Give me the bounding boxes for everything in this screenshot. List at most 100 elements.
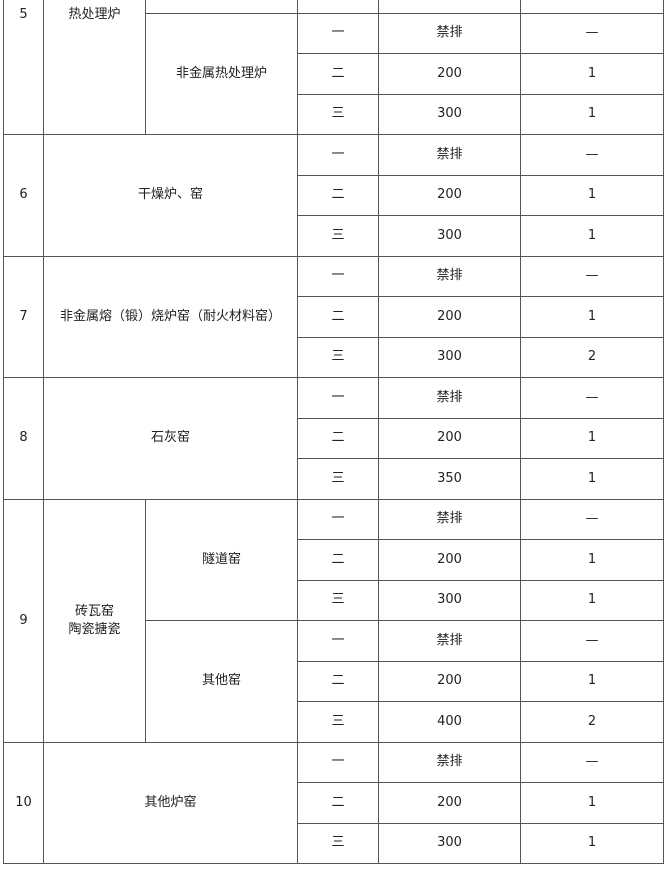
category-cell: 其他炉窑: [43, 741, 298, 864]
limit-cell: 禁排: [378, 377, 521, 419]
sub-category-cell: [145, 0, 298, 14]
table-row: 非金属热处理炉 一 禁排 —: [4, 12, 664, 135]
grade-cell: 三: [297, 701, 379, 743]
grade-cell: 二: [297, 539, 379, 581]
emission-standards-table-wrapper: 5 热处理炉 非金属热处理炉 一 禁排 — 二 200 1 三 300 1 6 …: [3, 0, 664, 864]
limit-cell: 禁排: [378, 620, 521, 662]
grade-cell: 一: [297, 620, 379, 662]
table-row: 二 200 1: [4, 296, 664, 338]
limit-cell: 禁排: [378, 134, 521, 176]
limit-cell: 禁排: [378, 498, 521, 540]
blackness-cell: 1: [520, 782, 664, 824]
grade-cell: 一: [297, 255, 379, 297]
table-row: 10 其他炉窑 一 禁排 —: [3, 741, 664, 864]
blackness-cell: 1: [520, 296, 664, 338]
limit-cell: 350: [378, 458, 521, 500]
table-row: 5 热处理炉: [3, 0, 664, 135]
table-row: 二 200 1: [4, 782, 664, 824]
blackness-cell: 1: [520, 539, 664, 581]
blackness-cell: 1: [520, 93, 664, 135]
blackness-cell: 1: [520, 215, 664, 257]
item-number: 5: [3, 0, 44, 135]
category-cell: 石灰窑: [43, 377, 298, 500]
grade-cell: 一: [297, 134, 379, 176]
blackness-cell: 1: [520, 660, 664, 702]
blackness-cell: 1: [520, 822, 664, 864]
table-row: 二 200 1: [4, 539, 664, 581]
grade-cell: 二: [297, 417, 379, 459]
limit-cell: 200: [378, 174, 521, 216]
limit-cell: 禁排: [378, 255, 521, 297]
limit-cell: 300: [378, 822, 521, 864]
sub-category-cell: 其他窑: [145, 620, 298, 743]
limit-cell: 200: [378, 53, 521, 95]
table-row: 三 400 2: [4, 701, 664, 743]
blackness-cell: 1: [520, 53, 664, 95]
limit-cell: 300: [378, 93, 521, 135]
grade-cell: 三: [297, 215, 379, 257]
table-row: 6 干燥炉、窑 一 禁排 —: [3, 134, 664, 257]
limit-cell: 200: [378, 417, 521, 459]
grade-cell: 二: [297, 53, 379, 95]
item-number: 6: [3, 134, 44, 257]
grade-cell: 三: [297, 93, 379, 135]
table-row: 三 300 1: [4, 579, 664, 621]
blackness-cell: —: [520, 134, 664, 176]
limit-cell: 200: [378, 296, 521, 338]
grade-cell: 二: [297, 296, 379, 338]
limit-cell: 300: [378, 579, 521, 621]
table-row: 三 300 1: [4, 215, 664, 257]
category-line: 陶瓷搪瓷: [68, 621, 121, 637]
limit-cell: 200: [378, 660, 521, 702]
limit-cell: 300: [378, 215, 521, 257]
blackness-cell: 1: [520, 458, 664, 500]
table-row: 三 300 1: [4, 822, 664, 864]
grade-cell: 一: [297, 741, 379, 783]
table-row: 9 砖瓦窑 陶瓷搪瓷 隧道窑 一 禁排 —: [3, 498, 664, 743]
sub-category-cell: 非金属热处理炉: [145, 12, 298, 135]
grade-cell: 三: [297, 336, 379, 378]
table-row: 二 200 1: [4, 417, 664, 459]
category-line: 砖瓦窑: [74, 603, 114, 619]
limit-cell: 禁排: [378, 12, 521, 54]
blackness-cell: —: [520, 377, 664, 419]
sub-category-cell: 隧道窑: [145, 498, 298, 621]
item-number: 10: [3, 741, 44, 864]
blackness-cell: —: [520, 741, 664, 783]
grade-cell: 一: [297, 12, 379, 54]
category-cell: 热处理炉: [43, 0, 146, 135]
blackness-cell: —: [520, 498, 664, 540]
item-number: 9: [3, 498, 44, 743]
table-row: 二 200 1: [4, 660, 664, 702]
limit-cell: 200: [378, 782, 521, 824]
grade-cell: 二: [297, 782, 379, 824]
limit-cell: 300: [378, 336, 521, 378]
limit-cell: [378, 0, 521, 14]
grade-cell: [297, 0, 379, 14]
grade-cell: 二: [297, 174, 379, 216]
grade-cell: 三: [297, 458, 379, 500]
table-row: 8 石灰窑 一 禁排 —: [3, 377, 664, 500]
blackness-cell: 1: [520, 174, 664, 216]
blackness-cell: —: [520, 255, 664, 297]
blackness-cell: 1: [520, 417, 664, 459]
table-row: 三 300 2: [4, 336, 664, 378]
category-cell: 非金属熔（锻）烧炉窑（耐火材料窑）: [43, 255, 298, 378]
blackness-cell: 1: [520, 579, 664, 621]
grade-cell: 三: [297, 579, 379, 621]
limit-cell: 禁排: [378, 741, 521, 783]
limit-cell: 400: [378, 701, 521, 743]
table-row: 二 200 1: [4, 53, 664, 95]
blackness-cell: [520, 0, 664, 14]
blackness-cell: 2: [520, 701, 664, 743]
table-row: 7 非金属熔（锻）烧炉窑（耐火材料窑） 一 禁排 —: [3, 255, 664, 378]
blackness-cell: 2: [520, 336, 664, 378]
limit-cell: 200: [378, 539, 521, 581]
item-number: 7: [3, 255, 44, 378]
table-row: 三 300 1: [4, 93, 664, 135]
grade-cell: 一: [297, 377, 379, 419]
grade-cell: 一: [297, 498, 379, 540]
emission-standards-table: 5 热处理炉 非金属热处理炉 一 禁排 — 二 200 1 三 300 1 6 …: [3, 0, 664, 864]
grade-cell: 二: [297, 660, 379, 702]
table-row: 三 350 1: [4, 458, 664, 500]
